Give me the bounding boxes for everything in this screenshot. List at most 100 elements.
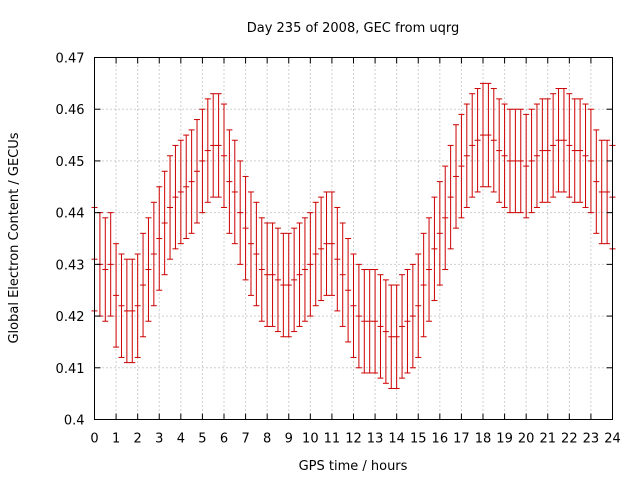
error-bar-point xyxy=(204,98,211,203)
error-bar-point xyxy=(291,227,298,333)
error-bar-point xyxy=(404,269,411,374)
error-bar-point xyxy=(566,93,573,198)
error-bar-point xyxy=(463,103,470,208)
error-bar-point xyxy=(550,93,557,198)
error-bar-point xyxy=(598,139,605,245)
error-bar-point xyxy=(226,129,233,234)
y-axis-label: Global Electron Content / GECUs xyxy=(7,132,22,343)
error-bar-point xyxy=(296,222,303,327)
x-tick-label: 20 xyxy=(518,432,535,447)
x-tick-label: 16 xyxy=(432,432,449,447)
x-tick-label: 23 xyxy=(583,432,600,447)
error-bar-point xyxy=(129,258,136,364)
y-tick-label: 0.4 xyxy=(64,414,85,429)
error-bar-point xyxy=(107,212,114,317)
error-bar-point xyxy=(512,108,519,214)
x-tick-label: 5 xyxy=(198,432,206,447)
error-bar-point xyxy=(199,108,206,214)
error-bar-point xyxy=(393,284,400,389)
error-bar-point xyxy=(194,119,201,224)
error-bar-point xyxy=(496,98,503,203)
error-bar-point xyxy=(426,217,433,322)
x-tick-label: 22 xyxy=(561,432,578,447)
chart-title: Day 235 of 2008, GEC from uqrg xyxy=(247,21,460,36)
error-bar-point xyxy=(221,103,227,208)
error-bar-point xyxy=(145,217,152,322)
error-bar-point xyxy=(172,144,179,250)
error-bar-point xyxy=(436,181,443,286)
y-tick-labels: 0.4 0.41 0.42 0.43 0.44 0.45 0.46 0.47 xyxy=(56,52,85,429)
y-tick-label: 0.44 xyxy=(56,207,85,222)
x-tick-label: 6 xyxy=(220,432,228,447)
error-bar-point xyxy=(517,108,524,214)
error-bar-point xyxy=(269,222,276,327)
error-bar-point xyxy=(274,227,281,333)
error-bar-point xyxy=(183,134,190,239)
error-bar-point xyxy=(177,139,184,245)
error-bar-point xyxy=(123,258,130,364)
x-tick-label: 1 xyxy=(112,432,120,447)
error-bar-point xyxy=(188,129,195,234)
error-bar-point xyxy=(140,232,147,338)
error-bar-point xyxy=(528,108,535,214)
error-bar-point xyxy=(582,103,589,208)
error-bar-point xyxy=(571,98,578,203)
error-bar-point xyxy=(345,238,352,343)
x-tick-label: 13 xyxy=(367,432,384,447)
x-tick-label: 17 xyxy=(453,432,470,447)
x-tick-label: 7 xyxy=(241,432,249,447)
error-bar-point xyxy=(420,232,427,338)
error-bar-point xyxy=(301,217,308,322)
error-bar-point xyxy=(355,263,362,369)
axis-ticks xyxy=(94,57,613,420)
x-tick-label: 18 xyxy=(475,432,492,447)
error-bar-point xyxy=(161,170,168,276)
x-tick-label: 11 xyxy=(324,432,341,447)
y-tick-label: 0.43 xyxy=(56,258,85,273)
error-bar-point xyxy=(328,191,335,296)
x-tick-label: 21 xyxy=(539,432,556,447)
error-bar-point xyxy=(533,103,540,208)
error-bar-point xyxy=(150,201,157,307)
error-bar-point xyxy=(577,98,584,203)
x-tick-label: 3 xyxy=(155,432,163,447)
error-bar-point xyxy=(285,232,292,338)
error-bar-point xyxy=(480,82,486,188)
x-tick-label: 9 xyxy=(285,432,293,447)
error-bar-point xyxy=(604,139,611,245)
error-bar-point xyxy=(399,274,406,379)
error-bar-point xyxy=(280,232,287,338)
error-bar-point xyxy=(501,103,508,208)
error-bar-point xyxy=(366,269,373,374)
error-bar-point xyxy=(382,279,389,384)
x-tick-label: 12 xyxy=(345,432,362,447)
error-bar-point xyxy=(474,88,481,193)
error-bar-point xyxy=(453,124,460,229)
error-bar-point xyxy=(539,98,546,203)
error-bar-point xyxy=(587,108,594,214)
error-bar-point xyxy=(555,88,562,193)
error-bar-point xyxy=(506,108,513,214)
x-tick-label: 2 xyxy=(134,432,142,447)
error-bar-point xyxy=(334,206,341,312)
error-bar-point xyxy=(415,253,422,358)
error-bar-point xyxy=(523,113,530,219)
error-bar-point xyxy=(258,217,265,322)
error-bar-point xyxy=(361,269,368,374)
error-bar-point xyxy=(323,191,330,296)
x-tick-label: 14 xyxy=(388,432,405,447)
x-tick-label: 24 xyxy=(604,432,621,447)
error-bar-point xyxy=(485,82,492,188)
x-tick-label: 8 xyxy=(263,432,271,447)
error-bar-point xyxy=(388,284,395,389)
x-tick-label: 4 xyxy=(177,432,185,447)
error-bar-point xyxy=(469,93,476,198)
x-tick-label: 15 xyxy=(410,432,427,447)
y-tick-label: 0.47 xyxy=(56,52,85,67)
error-bars xyxy=(91,82,616,389)
error-bar-point xyxy=(350,253,357,358)
error-bar-point xyxy=(156,186,163,291)
error-bar-point xyxy=(102,217,109,322)
grid-lines xyxy=(94,57,613,420)
